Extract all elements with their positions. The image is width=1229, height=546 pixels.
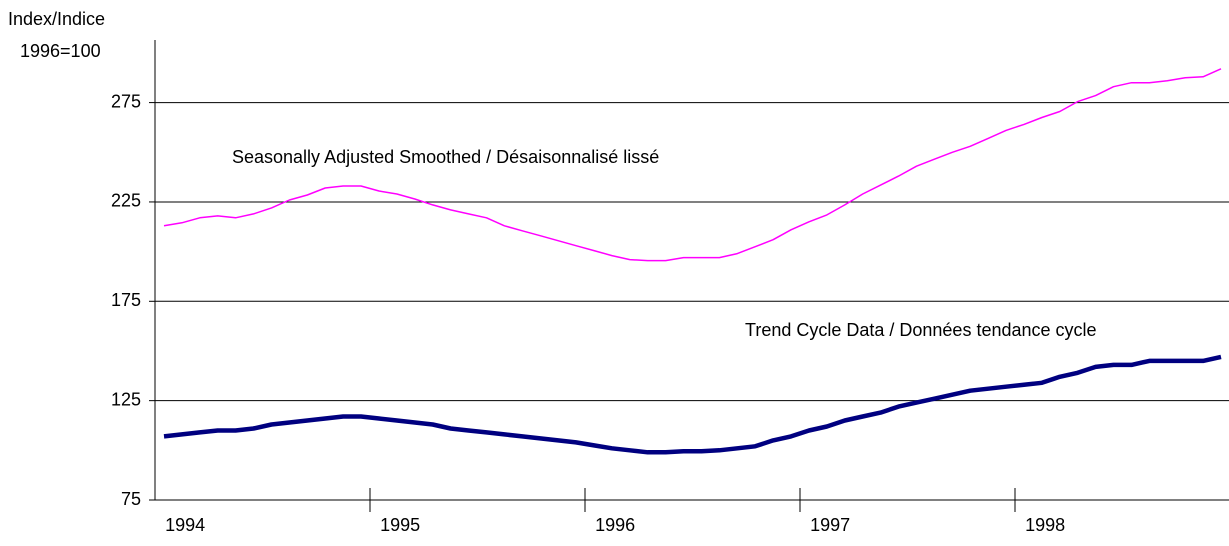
x-tick-label: 1996 bbox=[595, 515, 635, 535]
x-tick-label: 1994 bbox=[165, 515, 205, 535]
y-tick-label: 125 bbox=[111, 389, 141, 409]
y-axis-subtitle: 1996=100 bbox=[20, 41, 101, 61]
x-tick-label: 1997 bbox=[810, 515, 850, 535]
series-label: Seasonally Adjusted Smoothed / Désaisonn… bbox=[232, 147, 659, 167]
y-axis-title: Index/Indice bbox=[8, 9, 105, 29]
x-tick-label: 1998 bbox=[1025, 515, 1065, 535]
y-tick-label: 225 bbox=[111, 191, 141, 211]
series-line bbox=[163, 68, 1222, 262]
x-tick-label: 1995 bbox=[380, 515, 420, 535]
y-tick-label: 175 bbox=[111, 290, 141, 310]
series-label: Trend Cycle Data / Données tendance cycl… bbox=[745, 320, 1097, 340]
y-tick-label: 275 bbox=[111, 91, 141, 111]
y-tick-label: 75 bbox=[121, 489, 141, 509]
series-line bbox=[163, 354, 1222, 455]
